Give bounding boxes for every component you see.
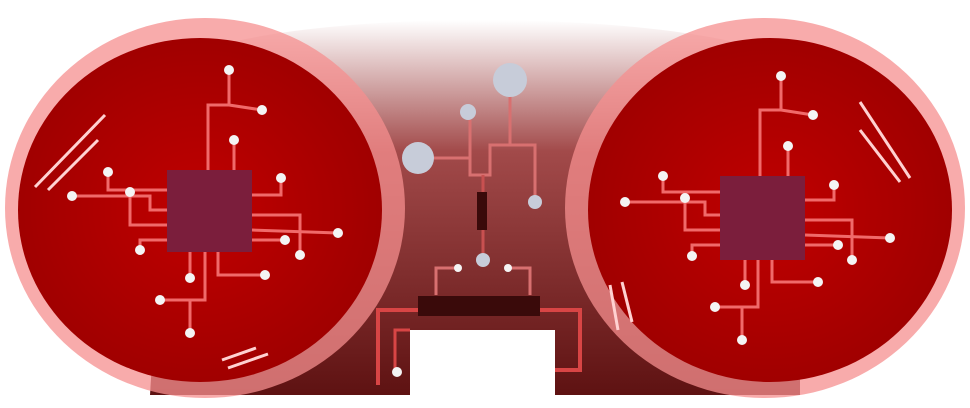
lens-glare <box>221 346 257 362</box>
left-nodes <box>67 65 343 338</box>
center-circuit <box>402 63 542 295</box>
center-resistor <box>477 192 487 230</box>
left-traces <box>72 70 339 333</box>
left-lens <box>5 18 405 398</box>
right-nodes <box>620 71 895 345</box>
lens-glare <box>858 101 912 179</box>
lens-glare <box>608 284 620 331</box>
node-large <box>493 63 527 97</box>
lens-glare <box>858 129 902 183</box>
right-traces <box>625 76 891 340</box>
lens-glare <box>227 352 269 370</box>
right-chip <box>720 176 805 260</box>
clip-bar <box>418 296 540 316</box>
lens-glare <box>46 138 100 192</box>
bridge-opening <box>410 330 555 408</box>
left-chip <box>167 170 252 252</box>
node-large <box>402 142 434 174</box>
lens-glare <box>620 281 634 323</box>
lens-glare <box>33 113 107 189</box>
right-lens <box>565 18 965 398</box>
